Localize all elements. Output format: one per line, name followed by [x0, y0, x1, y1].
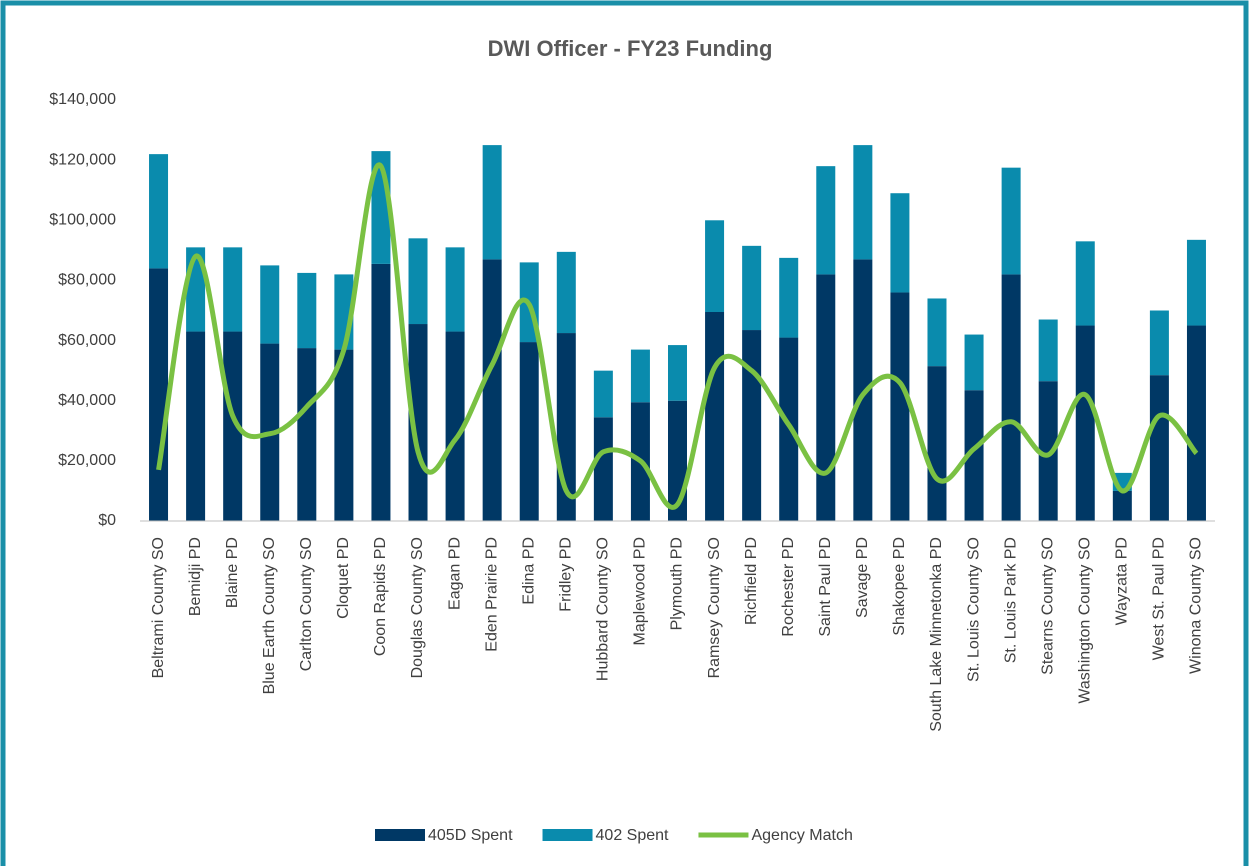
- bar: [742, 245, 762, 331]
- bar: [630, 349, 650, 403]
- bar: [223, 247, 243, 332]
- bar: [593, 417, 613, 521]
- x-tick-label: Eden Prairie PD: [483, 537, 500, 652]
- bar: [705, 312, 725, 521]
- x-tick-label: Maplewood PD: [632, 537, 649, 646]
- legend-swatch: [375, 829, 425, 841]
- bar: [334, 349, 354, 521]
- bar: [1001, 167, 1021, 275]
- bar: [1075, 325, 1095, 521]
- bar: [1149, 310, 1169, 376]
- x-tick-label: Saint Paul PD: [817, 537, 834, 637]
- y-tick-label: $80,000: [58, 272, 116, 289]
- bar: [1186, 325, 1206, 521]
- legend-swatch: [542, 829, 593, 841]
- bar: [1038, 381, 1058, 521]
- bar: [519, 342, 539, 521]
- y-tick-label: $40,000: [58, 392, 116, 409]
- bar: [1186, 239, 1206, 326]
- x-tick-label: Eagan PD: [446, 537, 463, 610]
- x-tick-label: Bemidji PD: [187, 537, 204, 616]
- bar: [371, 263, 391, 521]
- bar: [593, 370, 613, 418]
- x-tick-label: Blaine PD: [224, 537, 241, 608]
- bar: [816, 166, 836, 275]
- y-tick-label: $100,000: [49, 212, 116, 229]
- y-tick-label: $20,000: [58, 452, 116, 469]
- x-tick-label: St. Louis Park PD: [1002, 537, 1019, 663]
- y-tick-label: $120,000: [49, 151, 116, 168]
- bar: [668, 345, 687, 401]
- bar: [890, 193, 910, 293]
- y-tick-label: $60,000: [58, 332, 116, 349]
- y-tick-label: $0: [98, 512, 116, 529]
- legend-label: Agency Match: [751, 827, 852, 844]
- bar: [1075, 241, 1095, 326]
- x-tick-label: Carlton County SO: [298, 537, 315, 671]
- x-tick-label: Washington County SO: [1076, 537, 1093, 704]
- x-tick-label: Beltrami County SO: [150, 537, 167, 678]
- bar: [742, 330, 762, 521]
- bar: [1112, 490, 1132, 521]
- bar: [482, 145, 502, 260]
- x-tick-label: South Lake Minnetonka PD: [928, 537, 945, 732]
- x-tick-label: St. Louis County SO: [965, 537, 982, 682]
- bar: [445, 331, 465, 521]
- bar: [816, 274, 836, 521]
- x-tick-label: Rochester PD: [780, 537, 797, 637]
- bar: [186, 331, 206, 521]
- x-tick-label: Blue Earth County SO: [261, 537, 278, 694]
- x-tick-label: Edina PD: [520, 537, 537, 605]
- x-tick-label: Richfield PD: [743, 537, 760, 625]
- bar: [705, 220, 725, 313]
- bar: [556, 251, 576, 334]
- x-tick-label: Douglas County SO: [409, 537, 426, 678]
- bar: [1038, 319, 1058, 382]
- bar: [297, 272, 317, 349]
- x-tick-label: Coon Rapids PD: [372, 537, 389, 656]
- bar: [482, 259, 502, 521]
- x-tick-label: Fridley PD: [558, 537, 575, 612]
- x-tick-label: Ramsey County SO: [706, 537, 723, 678]
- bar: [964, 390, 984, 521]
- x-tick-label: Plymouth PD: [669, 537, 686, 630]
- bar: [779, 337, 799, 521]
- bar: [1001, 274, 1021, 521]
- legend-label: 402 Spent: [596, 827, 670, 844]
- x-tick-label: Cloquet PD: [335, 537, 352, 619]
- bar: [890, 292, 910, 521]
- chart-title: DWI Officer - FY23 Funding: [488, 36, 773, 61]
- bar: [223, 331, 243, 521]
- x-tick-label: Hubbard County SO: [595, 537, 612, 681]
- bar: [149, 154, 169, 269]
- x-tick-label: Savage PD: [854, 537, 871, 618]
- x-tick-label: Wayzata PD: [1114, 537, 1131, 625]
- x-tick-label: Stearns County SO: [1039, 537, 1056, 675]
- bar: [408, 238, 428, 325]
- bar: [408, 324, 428, 521]
- bar: [149, 268, 169, 521]
- bar: [927, 366, 947, 521]
- bar: [1149, 375, 1169, 521]
- legend-label: 405D Spent: [428, 827, 513, 844]
- bar: [853, 259, 873, 521]
- x-tick-label: Winona County SO: [1188, 537, 1205, 674]
- x-tick-label: West St. Paul PD: [1151, 537, 1168, 660]
- bar: [964, 334, 984, 391]
- bar: [260, 265, 280, 344]
- line: [156, 162, 1199, 510]
- x-tick-label: Shakopee PD: [891, 537, 908, 636]
- bar: [927, 298, 947, 367]
- bar: [853, 145, 873, 260]
- bar: [779, 257, 799, 338]
- y-tick-label: $140,000: [49, 91, 116, 108]
- bar: [445, 247, 465, 332]
- bar: [297, 348, 317, 521]
